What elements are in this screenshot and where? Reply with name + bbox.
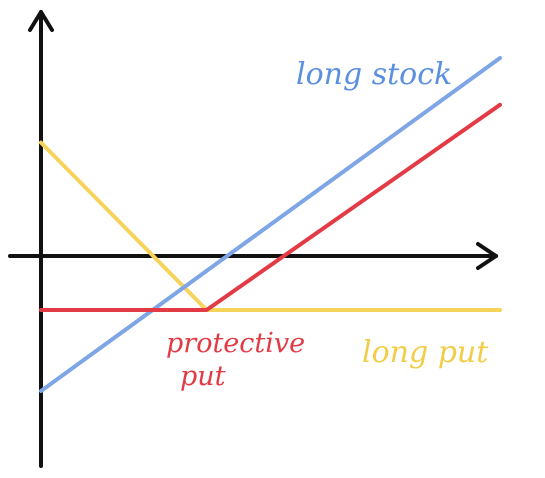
annotation-long-stock: long stock [296, 57, 452, 92]
annotation-protective: protective [166, 328, 305, 359]
series-line-protective-put [39, 102, 502, 312]
y-axis-arrowhead [28, 10, 54, 32]
annotation-long-put: long put [362, 335, 489, 370]
series-line-long-stock [39, 56, 502, 393]
annotation-put: put [180, 361, 226, 392]
x-axis-arrowhead [476, 242, 498, 270]
